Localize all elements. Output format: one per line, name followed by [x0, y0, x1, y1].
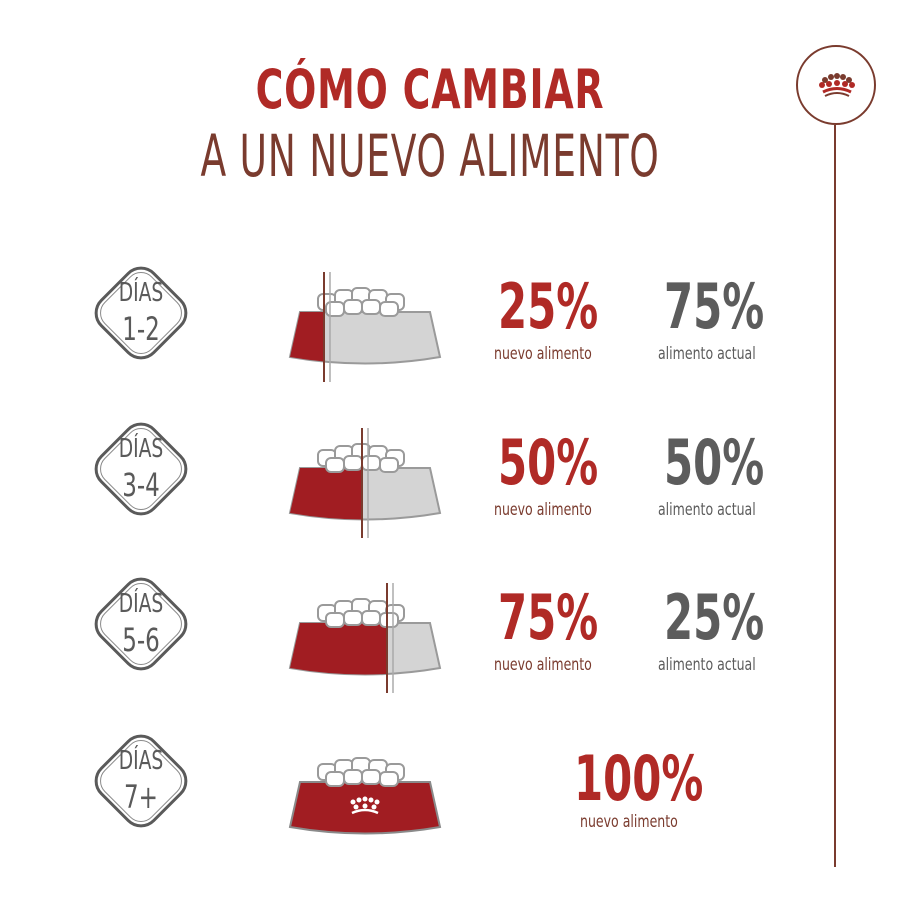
step-row-1: DÍAS 1-2 25% nuevo alimento 75% alimento…	[0, 254, 900, 404]
rounded-diamond-badge	[94, 734, 188, 828]
rounded-diamond-badge	[94, 577, 188, 671]
current-food-percent: 25%	[664, 581, 765, 654]
days-label: DÍAS	[118, 278, 164, 308]
new-food-label: nuevo alimento	[580, 812, 678, 832]
current-food-percent: 50%	[664, 426, 765, 499]
new-food-label: nuevo alimento	[494, 500, 592, 520]
food-bowl-icon	[288, 272, 442, 382]
crown-icon	[819, 73, 855, 97]
new-food-label: nuevo alimento	[494, 344, 592, 364]
title-line-1: CÓMO CAMBIAR	[255, 58, 605, 121]
current-food-label: alimento actual	[658, 500, 756, 520]
rounded-diamond-badge	[94, 422, 188, 516]
step-row-4: DÍAS 7+ 100% nuevo alimento	[0, 722, 900, 872]
food-bowl-icon	[288, 428, 442, 538]
new-food-percent: 100%	[574, 742, 704, 815]
days-range: 5-6	[122, 621, 160, 659]
step-row-3: DÍAS 5-6 75% nuevo alimento 25% alimento…	[0, 565, 900, 715]
days-label: DÍAS	[118, 589, 164, 619]
days-range: 7+	[124, 778, 158, 816]
current-food-percent: 75%	[664, 270, 765, 343]
current-food-label: alimento actual	[658, 344, 756, 364]
new-food-percent: 75%	[498, 581, 599, 654]
days-label: DÍAS	[118, 434, 164, 464]
step-row-2: DÍAS 3-4 50% nuevo alimento 50% alimento…	[0, 410, 900, 560]
new-food-percent: 25%	[498, 270, 599, 343]
title-line-2: A UN NUEVO ALIMENTO	[200, 122, 660, 190]
days-label: DÍAS	[118, 746, 164, 776]
current-food-label: alimento actual	[658, 655, 756, 675]
timeline-line	[834, 125, 836, 867]
rounded-diamond-badge	[94, 266, 188, 360]
days-range: 1-2	[122, 310, 160, 348]
food-bowl-icon	[288, 757, 442, 835]
crown-icon	[350, 796, 380, 815]
new-food-percent: 50%	[498, 426, 599, 499]
brand-logo	[796, 45, 876, 125]
new-food-label: nuevo alimento	[494, 655, 592, 675]
days-range: 3-4	[122, 466, 160, 504]
food-bowl-icon	[288, 583, 442, 693]
